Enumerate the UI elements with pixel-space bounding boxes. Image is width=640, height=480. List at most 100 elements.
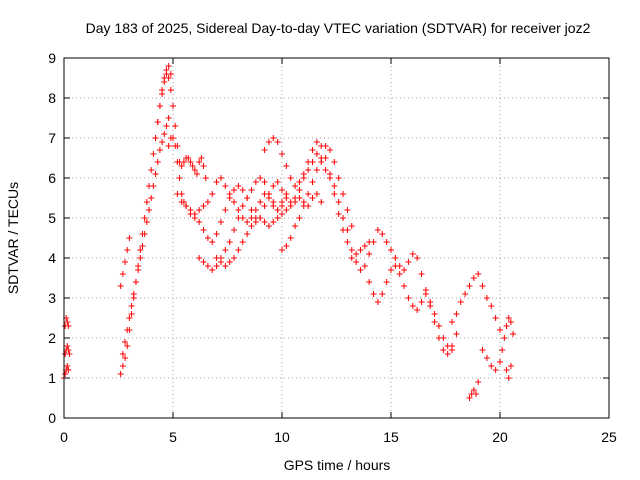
plot-frame <box>63 57 610 419</box>
data-point <box>274 139 281 145</box>
data-point <box>507 319 514 325</box>
data-point <box>401 267 408 273</box>
data-point <box>331 159 338 165</box>
data-point <box>383 239 390 245</box>
data-point <box>167 87 174 93</box>
data-point <box>409 303 416 309</box>
data-point <box>396 271 403 277</box>
y-tick-label: 9 <box>48 50 56 66</box>
data-point <box>126 315 133 321</box>
data-point <box>279 247 285 253</box>
data-point <box>122 259 129 265</box>
data-point <box>66 351 73 357</box>
data-point <box>457 299 464 305</box>
data-point <box>440 347 447 353</box>
data-point <box>200 259 207 265</box>
data-point <box>64 319 71 325</box>
data-point <box>279 187 285 193</box>
data-point <box>150 151 157 157</box>
data-point <box>479 283 486 289</box>
y-tick-label: 1 <box>48 370 56 386</box>
data-point <box>257 215 264 221</box>
data-point <box>64 363 71 369</box>
data-point <box>483 295 490 301</box>
data-point <box>139 243 146 249</box>
y-tick-label: 3 <box>48 290 56 306</box>
data-point <box>198 155 205 161</box>
data-point <box>213 255 220 261</box>
data-point <box>344 207 351 213</box>
data-point <box>62 371 69 377</box>
data-point <box>217 219 224 225</box>
data-point <box>137 247 144 253</box>
y-tick-label: 6 <box>48 170 56 186</box>
data-point <box>196 159 203 165</box>
data-point <box>388 247 394 253</box>
data-point <box>231 199 238 205</box>
data-point <box>239 239 246 245</box>
data-point <box>150 183 157 189</box>
data-point <box>427 299 434 305</box>
data-point <box>163 123 170 129</box>
y-tick-label: 2 <box>48 330 56 346</box>
data-point <box>418 299 425 305</box>
data-point <box>265 191 272 197</box>
chart-title: Day 183 of 2025, Sidereal Day-to-day VTE… <box>86 20 591 36</box>
data-point <box>283 207 290 213</box>
data-point <box>479 347 486 353</box>
x-tick-label: 20 <box>492 429 508 445</box>
data-point <box>117 371 124 377</box>
data-point <box>283 163 290 169</box>
data-point <box>244 219 251 225</box>
data-point <box>274 179 281 185</box>
data-point <box>248 207 255 213</box>
data-point <box>191 167 198 173</box>
data-point <box>204 263 211 269</box>
data-point <box>340 191 347 197</box>
data-point <box>65 323 72 329</box>
data-point <box>143 219 150 225</box>
data-point <box>119 351 126 357</box>
data-point <box>248 223 255 229</box>
data-point <box>122 355 129 361</box>
data-point <box>239 203 246 209</box>
data-point <box>196 219 203 225</box>
x-tick-label: 10 <box>274 429 290 445</box>
data-point <box>296 179 303 185</box>
data-point <box>209 239 216 245</box>
data-point <box>189 163 196 169</box>
data-point <box>165 143 172 149</box>
data-point <box>178 163 185 169</box>
data-point <box>296 195 303 201</box>
data-point <box>483 355 490 361</box>
data-point <box>222 263 229 269</box>
data-point <box>172 123 179 129</box>
data-point <box>383 279 390 285</box>
data-point <box>239 187 246 193</box>
data-point <box>202 175 209 181</box>
data-point <box>231 255 238 261</box>
y-axis-label: SDTVAR / TECUs <box>5 182 21 294</box>
data-point <box>119 271 126 277</box>
data-point <box>154 119 161 125</box>
data-point <box>470 387 477 393</box>
data-point <box>200 203 207 209</box>
data-point <box>313 151 320 157</box>
data-point <box>161 131 168 137</box>
data-point <box>510 331 517 337</box>
data-point <box>226 195 233 201</box>
data-point <box>453 311 460 317</box>
data-point <box>283 191 290 197</box>
data-point <box>235 215 242 221</box>
data-point <box>405 295 412 301</box>
data-point <box>503 323 510 329</box>
data-point <box>449 319 456 325</box>
data-point <box>300 171 307 177</box>
data-point <box>170 135 176 141</box>
data-point <box>344 239 351 245</box>
data-point <box>444 351 451 357</box>
data-point <box>257 199 264 205</box>
data-point <box>331 191 338 197</box>
